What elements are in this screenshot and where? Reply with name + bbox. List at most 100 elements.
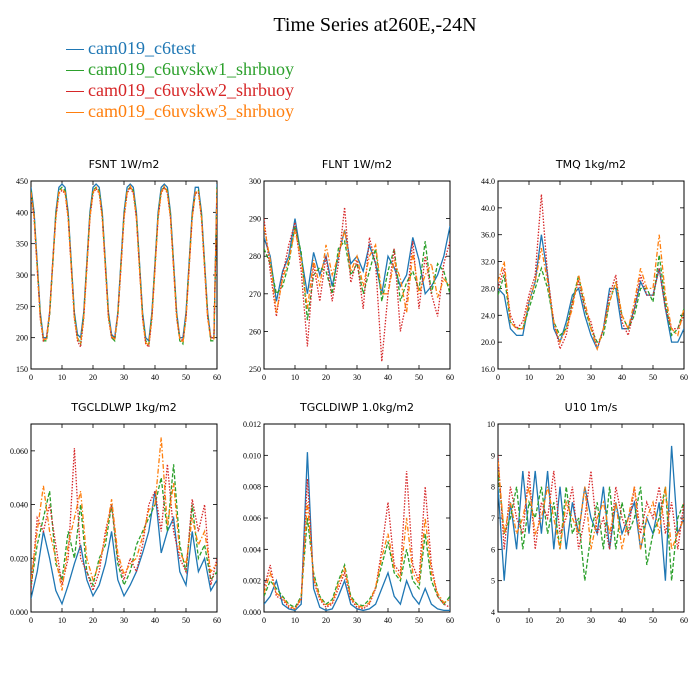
x-tick-label: 50	[415, 373, 423, 382]
x-tick-label: 50	[182, 373, 190, 382]
series-line-0	[264, 218, 450, 302]
y-tick-label: 44.0	[481, 177, 495, 186]
series-line-3	[498, 461, 684, 550]
x-tick-label: 0	[29, 616, 33, 625]
x-tick-label: 0	[496, 373, 500, 382]
series-line-0	[498, 234, 684, 351]
y-tick-label: 270	[249, 290, 261, 299]
legend-item-c6test: cam019_c6test	[66, 38, 294, 59]
y-tick-label: 0.012	[243, 420, 261, 429]
y-tick-label: 20.0	[481, 338, 495, 347]
x-tick-label: 30	[587, 373, 595, 382]
series-line-3	[31, 184, 217, 347]
panel-title: TGCLDLWP 1kg/m2	[70, 401, 176, 414]
y-tick-label: 28.0	[481, 284, 495, 293]
x-tick-label: 10	[525, 616, 533, 625]
y-tick-label: 0.004	[243, 545, 261, 554]
y-tick-label: 36.0	[481, 231, 495, 240]
y-tick-label: 8	[491, 483, 495, 492]
x-tick-label: 60	[446, 616, 454, 625]
x-tick-label: 60	[213, 373, 221, 382]
y-tick-label: 260	[249, 327, 261, 336]
legend-swatch	[66, 70, 84, 72]
x-tick-label: 20	[89, 373, 97, 382]
y-tick-label: 350	[16, 240, 28, 249]
x-tick-label: 40	[151, 373, 159, 382]
y-tick-label: 7	[491, 514, 495, 523]
legend-swatch	[66, 91, 84, 93]
y-tick-label: 0.002	[243, 577, 261, 586]
x-tick-label: 0	[262, 616, 266, 625]
panel-title: TMQ 1kg/m2	[555, 158, 626, 171]
series-line-1	[264, 517, 450, 609]
y-tick-label: 250	[16, 302, 28, 311]
x-tick-label: 10	[291, 616, 299, 625]
y-tick-label: 0.010	[243, 451, 261, 460]
x-tick-label: 30	[120, 616, 128, 625]
legend-label: cam019_c6uvskw3_shrbuoy	[88, 101, 294, 121]
series-line-1	[498, 470, 684, 581]
x-tick-label: 30	[587, 616, 595, 625]
legend-item-shrbuoy3: cam019_c6uvskw3_shrbuoy	[66, 101, 294, 122]
y-tick-label: 4	[491, 608, 495, 617]
x-tick-label: 0	[496, 616, 500, 625]
x-tick-label: 10	[58, 373, 66, 382]
y-tick-label: 300	[16, 271, 28, 280]
y-tick-label: 250	[249, 365, 261, 374]
legend-label: cam019_c6uvskw1_shrbuoy	[88, 59, 294, 79]
series-line-0	[498, 445, 684, 581]
y-tick-label: 0.060	[10, 447, 28, 456]
x-tick-label: 0	[262, 373, 266, 382]
y-tick-label: 40.0	[481, 204, 495, 213]
x-tick-label: 60	[213, 616, 221, 625]
x-tick-label: 60	[680, 373, 688, 382]
panel-2: TMQ 1kg/m2 0 10 20 30 40 50 60 16.0 20.0 24.0 28.0 3…	[481, 158, 688, 382]
y-tick-label: 5	[491, 577, 495, 586]
series-line-2	[31, 448, 217, 593]
series-line-2	[264, 470, 450, 610]
y-tick-label: 290	[249, 215, 261, 224]
series-line-3	[31, 437, 217, 591]
y-tick-label: 0.020	[10, 554, 28, 563]
x-tick-label: 20	[322, 373, 330, 382]
x-tick-label: 50	[649, 373, 657, 382]
x-tick-label: 40	[384, 373, 392, 382]
series-line-0	[31, 491, 217, 606]
series-line-2	[498, 194, 684, 352]
panel-title: FLNT 1W/m2	[322, 158, 392, 171]
x-tick-label: 30	[353, 616, 361, 625]
series-line-3	[264, 502, 450, 610]
y-tick-label: 0.000	[243, 608, 261, 617]
y-tick-label: 0.000	[10, 608, 28, 617]
x-tick-label: 30	[120, 373, 128, 382]
y-tick-label: 32.0	[481, 258, 495, 267]
x-tick-label: 40	[618, 373, 626, 382]
x-tick-label: 20	[556, 616, 564, 625]
legend-label: cam019_c6uvskw2_shrbuoy	[88, 80, 294, 100]
x-tick-label: 10	[291, 373, 299, 382]
panel-5: U10 1m/s 0 10 20 30 40 50 60 4 5 6 7 8 9 10	[487, 401, 688, 625]
panel-frame	[263, 423, 451, 613]
x-tick-label: 60	[446, 373, 454, 382]
x-tick-label: 50	[415, 616, 423, 625]
legend-item-shrbuoy2: cam019_c6uvskw2_shrbuoy	[66, 80, 294, 101]
series-line-2	[264, 207, 450, 362]
x-tick-label: 10	[525, 373, 533, 382]
x-tick-label: 20	[322, 616, 330, 625]
panel-title: FSNT 1W/m2	[89, 158, 160, 171]
y-tick-label: 450	[16, 177, 28, 186]
legend: cam019_c6test cam019_c6uvskw1_shrbuoy ca…	[66, 38, 294, 122]
x-tick-label: 30	[353, 373, 361, 382]
x-tick-label: 20	[556, 373, 564, 382]
legend-label: cam019_c6test	[88, 38, 196, 58]
x-tick-label: 10	[58, 616, 66, 625]
y-tick-label: 6	[491, 545, 495, 554]
x-tick-label: 40	[384, 616, 392, 625]
y-tick-label: 0.008	[243, 483, 261, 492]
panel-4: TGCLDIWP 1.0kg/m2 0 10 20 30 40 50 60 0.000 0.002…	[243, 401, 454, 625]
y-tick-label: 0.040	[10, 501, 28, 510]
y-tick-label: 9	[491, 451, 495, 460]
x-tick-label: 50	[649, 616, 657, 625]
y-tick-label: 16.0	[481, 365, 495, 374]
y-tick-label: 280	[249, 252, 261, 261]
